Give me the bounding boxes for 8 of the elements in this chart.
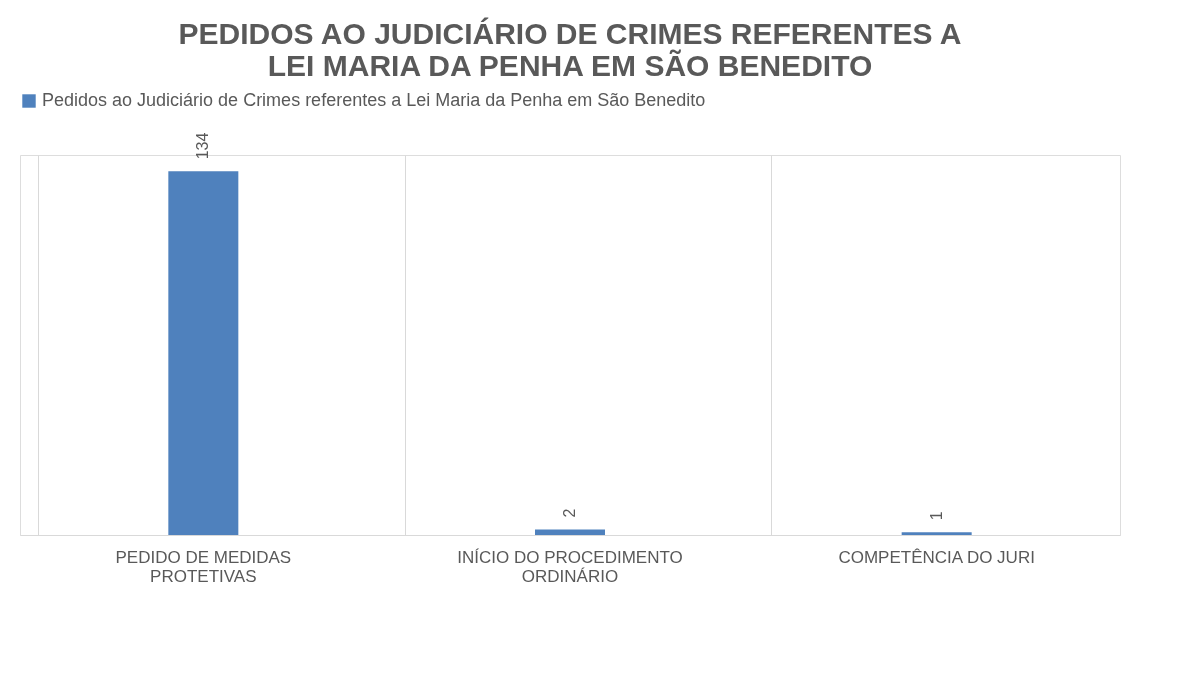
x-tick-label: PEDIDO DE MEDIDAS PROTETIVAS bbox=[115, 547, 292, 586]
data-label: 1 bbox=[927, 511, 945, 521]
data-label: 134 bbox=[194, 132, 212, 160]
data-label: 2 bbox=[561, 508, 578, 518]
legend-label: Pedidos ao Judiciário de Crimes referentes a Lei Maria da Penha em São Benedito bbox=[42, 90, 706, 110]
x-tick-label: INÍCIO DO PROCEDIMENTO ORDINÁRIO bbox=[457, 547, 683, 586]
chart-title: PEDIDOS AO JUDICIÁRIO DE CRIMES REFERENTES A LEI MARIA DA PENHA EM SÃO BENEDITO bbox=[178, 17, 962, 82]
x-tick-label: COMPETÊNCIA DO JURI bbox=[838, 547, 1035, 567]
